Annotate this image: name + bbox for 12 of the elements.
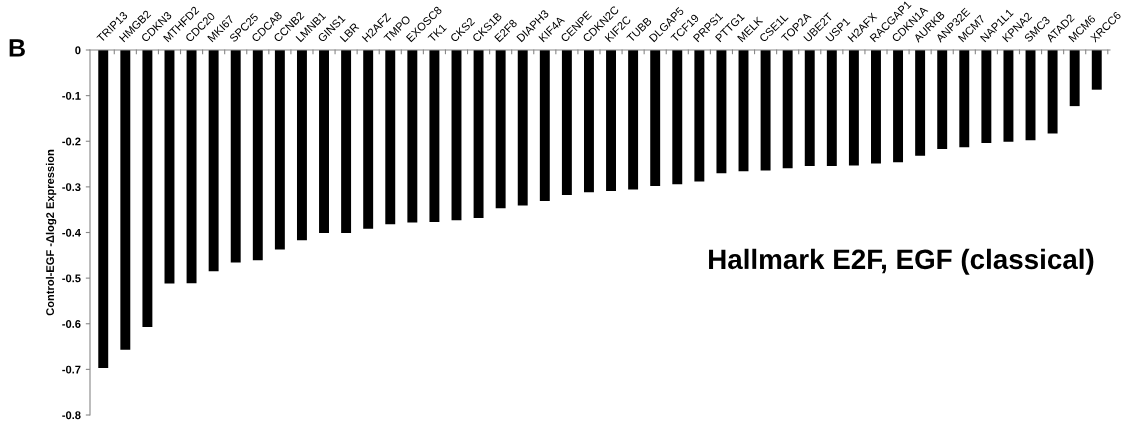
y-tick-label: -0.3 [62, 183, 81, 192]
y-tick-label: -0.1 [62, 91, 81, 100]
y-tick-label: 0 [75, 46, 81, 55]
y-tick-label: -0.2 [62, 137, 81, 146]
text: Hallmark E2F, EGF (classical) [709, 248, 1094, 275]
y-tick-label: -0.4 [62, 228, 81, 237]
y-tick-label: -0.7 [62, 365, 81, 374]
y-tick-label: -0.5 [62, 274, 81, 283]
text: B [9, 39, 25, 57]
y-axis-title: Control-EGF -Δlog2 Expression [45, 149, 57, 316]
y-tick-label: -0.6 [62, 320, 81, 328]
y-tick-label: -0.8 [62, 411, 81, 420]
